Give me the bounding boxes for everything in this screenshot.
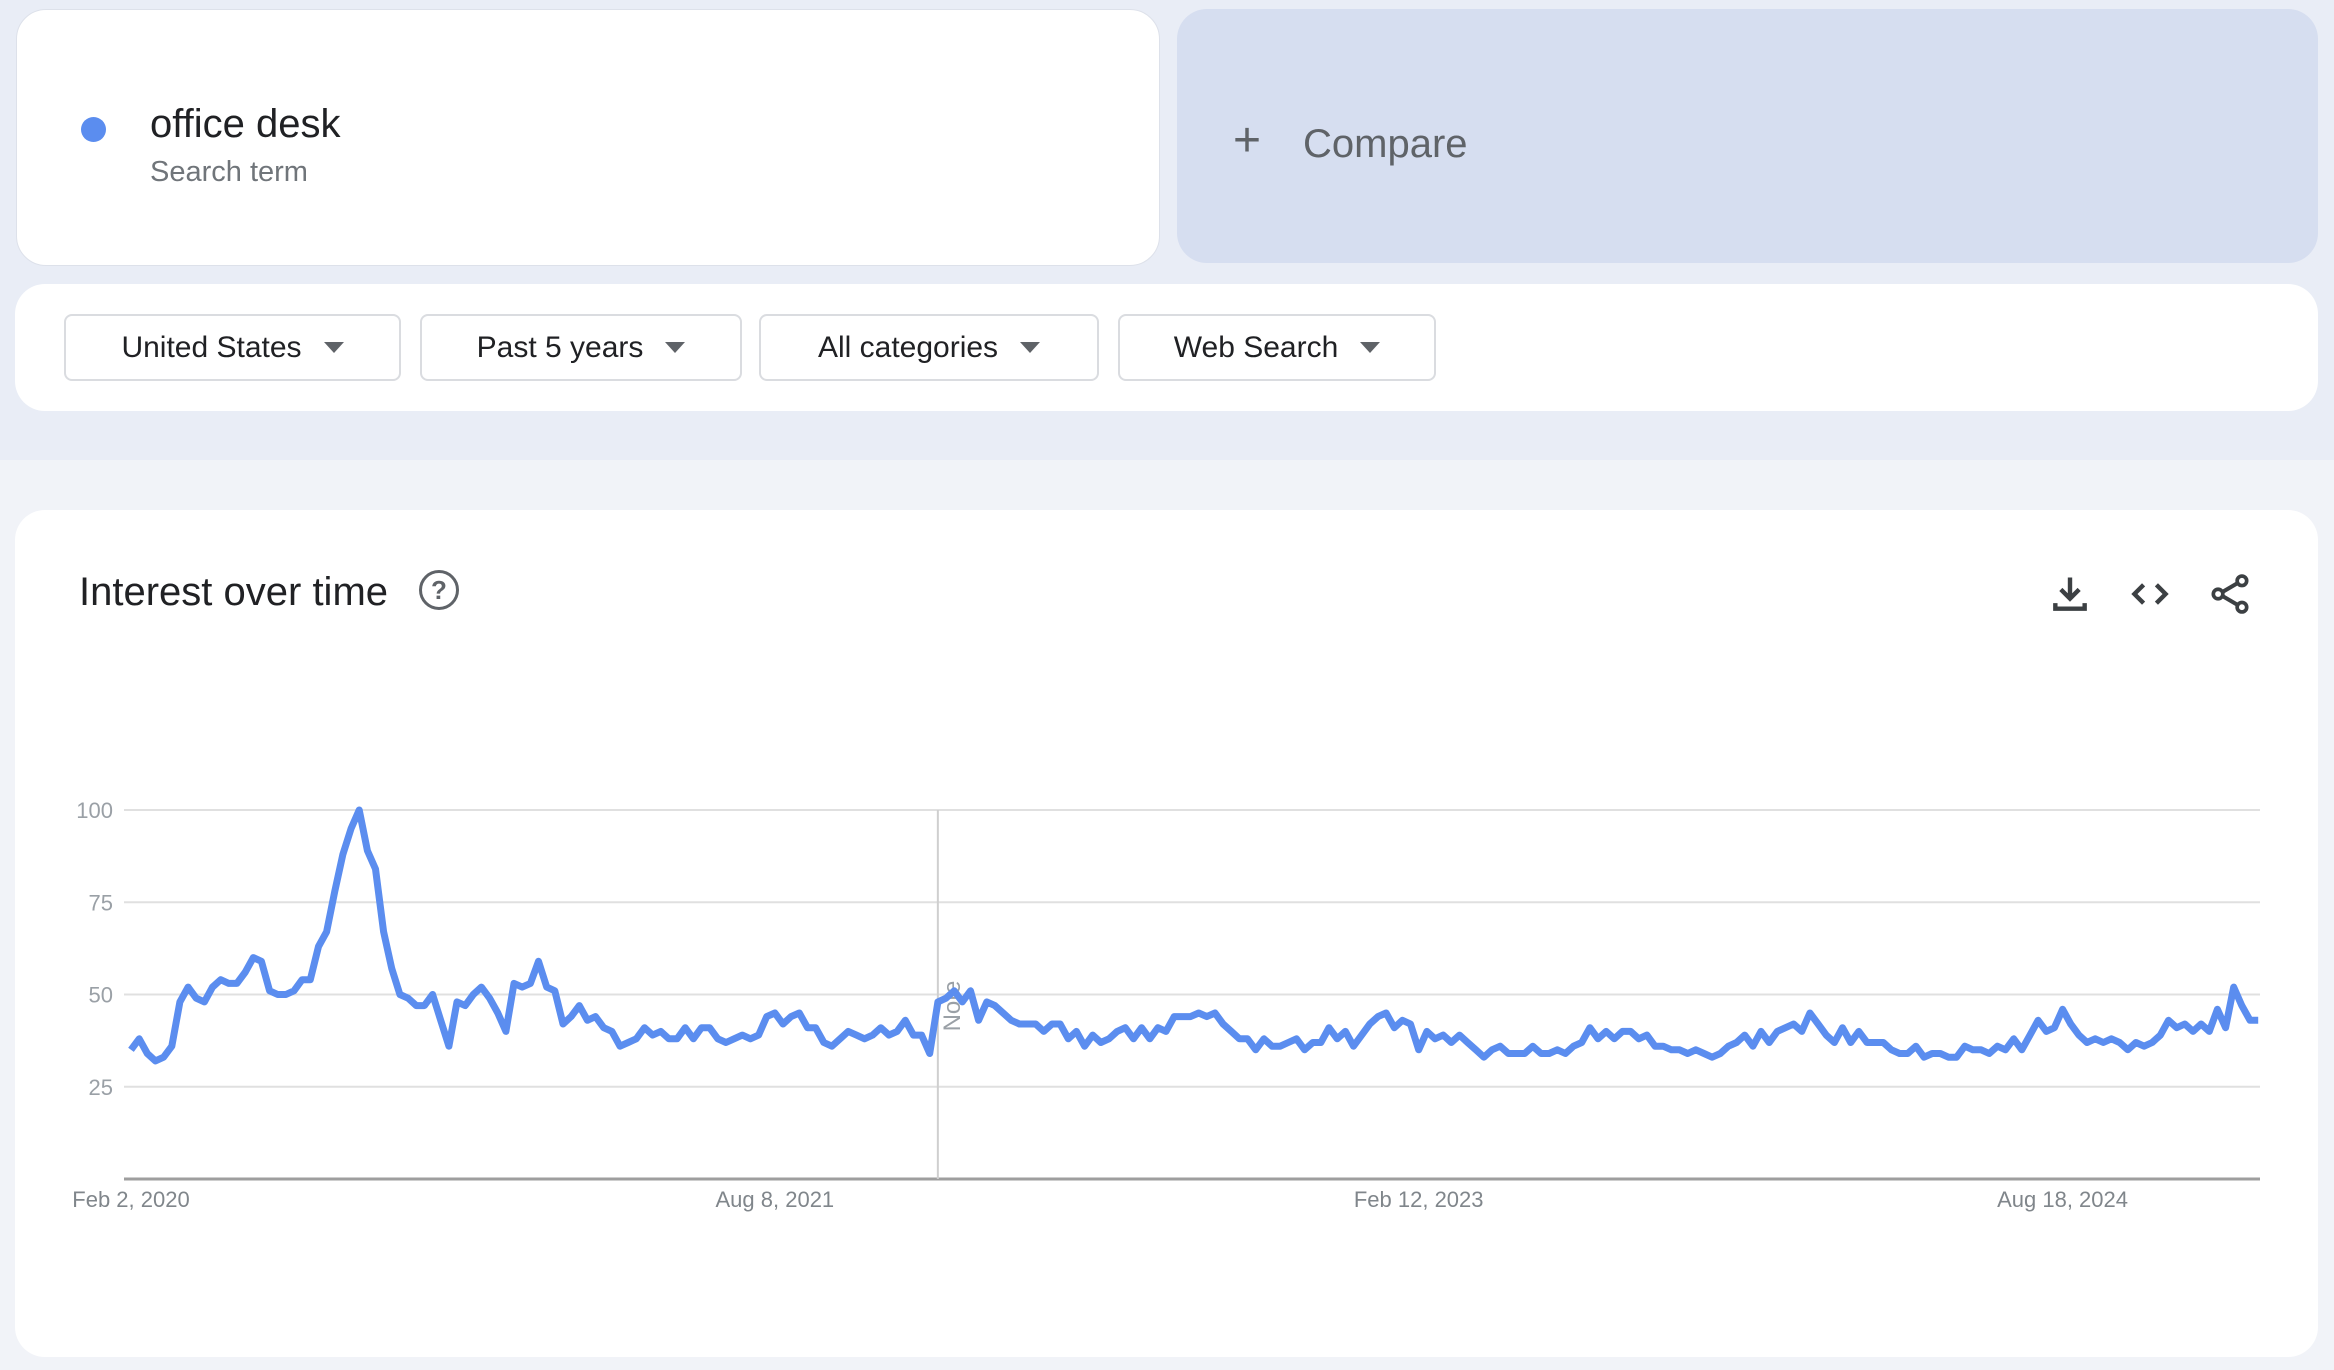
x-tick-label: Feb 12, 2023 bbox=[1354, 1187, 1484, 1212]
x-tick-label: Aug 18, 2024 bbox=[1997, 1187, 2128, 1212]
search-term-type: Search term bbox=[150, 156, 308, 188]
caret-down-icon bbox=[323, 342, 344, 353]
card-title: Interest over time bbox=[79, 570, 389, 614]
search-term-card[interactable]: office desk Search term bbox=[16, 9, 1160, 266]
embed-code-icon[interactable] bbox=[2128, 572, 2172, 616]
y-tick-label: 25 bbox=[89, 1075, 113, 1100]
share-icon[interactable] bbox=[2208, 572, 2252, 616]
search-term-label[interactable]: office desk bbox=[150, 102, 341, 146]
y-tick-label: 75 bbox=[89, 890, 113, 915]
compare-button[interactable]: + Compare bbox=[1177, 9, 2318, 263]
y-tick-label: 50 bbox=[89, 983, 113, 1008]
caret-down-icon bbox=[665, 342, 686, 353]
interest-over-time-card: Interest over time ? bbox=[15, 510, 2318, 1357]
compare-label: Compare bbox=[1303, 122, 1468, 166]
caret-down-icon bbox=[1020, 342, 1041, 353]
category-dropdown[interactable]: All categories bbox=[759, 314, 1099, 381]
plus-icon: + bbox=[1233, 114, 1262, 167]
time-range-dropdown-label: Past 5 years bbox=[476, 330, 644, 364]
x-tick-label: Feb 2, 2020 bbox=[72, 1187, 189, 1212]
time-range-dropdown[interactable]: Past 5 years bbox=[420, 314, 742, 381]
y-tick-label: 100 bbox=[76, 798, 113, 823]
download-icon[interactable] bbox=[2048, 572, 2092, 616]
x-tick-label: Aug 8, 2021 bbox=[716, 1187, 835, 1212]
search-type-dropdown-label: Web Search bbox=[1173, 330, 1339, 364]
series-color-dot bbox=[81, 117, 106, 142]
series-line-office-desk bbox=[128, 806, 2259, 1065]
region-dropdown[interactable]: United States bbox=[64, 314, 401, 381]
category-dropdown-label: All categories bbox=[817, 330, 999, 364]
region-dropdown-label: United States bbox=[121, 330, 302, 364]
search-type-dropdown[interactable]: Web Search bbox=[1118, 314, 1436, 381]
help-icon[interactable]: ? bbox=[419, 570, 459, 610]
caret-down-icon bbox=[1360, 342, 1381, 353]
filter-bar: United States Past 5 years All categorie… bbox=[15, 284, 2318, 411]
